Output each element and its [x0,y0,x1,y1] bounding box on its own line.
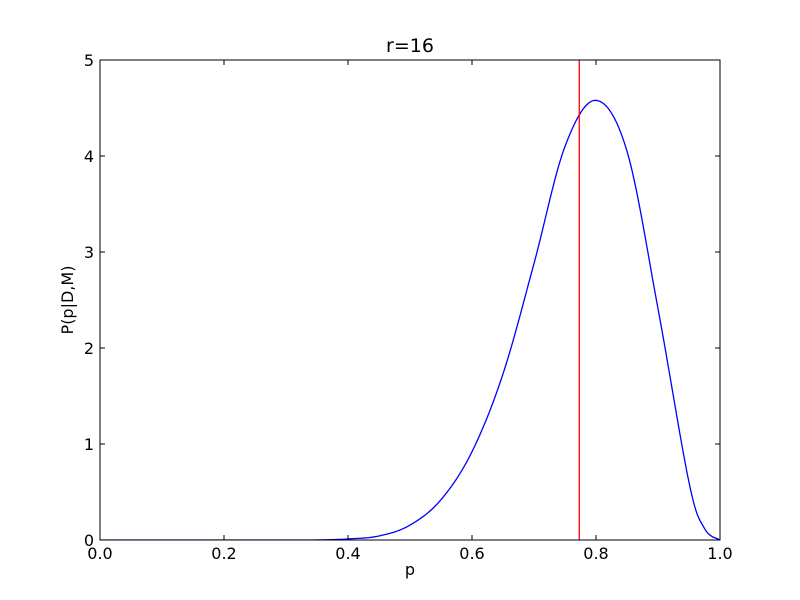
y-axis-label: P(p|D,M) [58,266,77,335]
y-tick-label: 0 [84,531,94,550]
chart-title: r=16 [386,35,434,57]
y-tick-label: 3 [84,243,94,262]
y-tick-label: 5 [84,51,94,70]
x-tick-label: 0.2 [211,544,236,563]
y-tick-label: 4 [84,147,94,166]
x-tick-label: 0.4 [335,544,360,563]
x-tick-label: 0.8 [583,544,608,563]
y-tick-label: 2 [84,339,94,358]
x-tick-label: 0.0 [87,544,112,563]
plot-frame [99,59,721,541]
ticks-layer: 0.0 0.2 0.4 0.6 0.8 1.0 0 1 2 3 4 5 [84,51,733,563]
y-tick-label: 1 [84,435,94,454]
series-layer [100,99,720,540]
x-tick-label: 1.0 [707,544,732,563]
series-line-0 [100,99,720,540]
x-axis-label: p [405,560,415,579]
x-tick-label: 0.6 [459,544,484,563]
